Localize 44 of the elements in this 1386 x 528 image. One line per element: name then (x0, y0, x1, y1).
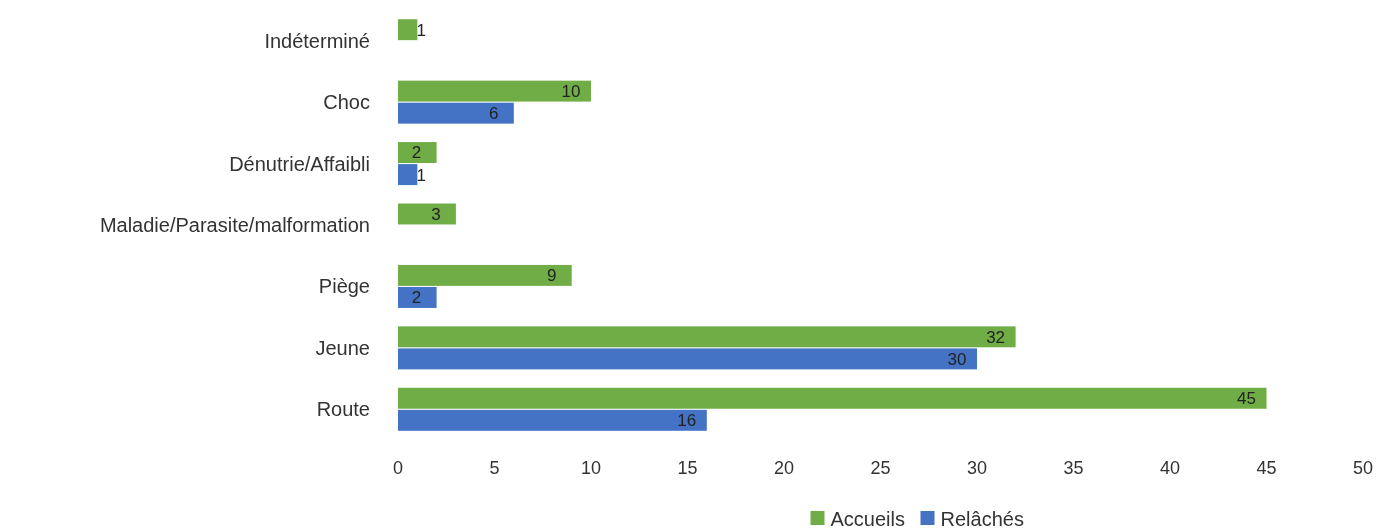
data-label: 45 (1237, 389, 1256, 409)
x-tick-label: 15 (677, 458, 698, 479)
y-tick-label: Piège (318, 275, 370, 298)
bar (398, 203, 456, 225)
bar (398, 164, 418, 186)
bar (398, 286, 437, 308)
legend-label: Relâchés (940, 508, 1024, 528)
bar (398, 80, 591, 102)
data-label: 32 (986, 327, 1006, 347)
bar (398, 387, 1267, 409)
x-tick-label: 45 (1256, 458, 1277, 479)
bar (398, 142, 437, 164)
bar (398, 326, 1016, 348)
y-tick-label: Jeune (315, 336, 370, 359)
y-tick-label: Dénutrie/Affaibli (229, 152, 370, 175)
bar (398, 409, 707, 431)
legend-label: Accueils (830, 508, 905, 528)
x-tick-label: 30 (966, 458, 988, 479)
data-label: 10 (561, 82, 581, 102)
y-tick-label: Choc (323, 91, 370, 114)
data-label: 30 (947, 349, 967, 369)
y-tick-label: Indéterminé (264, 29, 370, 52)
data-label: 3 (431, 204, 441, 224)
bar (398, 264, 572, 286)
x-tick-label: 35 (1063, 458, 1084, 479)
x-tick-label: 5 (489, 458, 500, 479)
y-tick-label: Maladie/Parasite/malformation (99, 214, 370, 236)
data-label: 6 (489, 104, 499, 124)
x-tick-label: 40 (1159, 458, 1181, 479)
data-label: 16 (677, 411, 697, 431)
y-tick-label: Route (316, 398, 370, 421)
data-label: 2 (411, 143, 422, 163)
data-label: 2 (411, 288, 422, 308)
x-tick-label: 50 (1352, 458, 1374, 479)
x-tick-label: 0 (392, 458, 404, 479)
data-label: 9 (546, 266, 557, 286)
data-label: 1 (416, 20, 427, 40)
x-tick-label: 10 (580, 458, 602, 479)
bar (398, 102, 514, 124)
x-tick-label: 25 (870, 458, 891, 479)
data-label: 1 (416, 165, 427, 185)
x-tick-label: 20 (773, 458, 795, 479)
bar (398, 19, 418, 41)
bar (398, 348, 977, 370)
